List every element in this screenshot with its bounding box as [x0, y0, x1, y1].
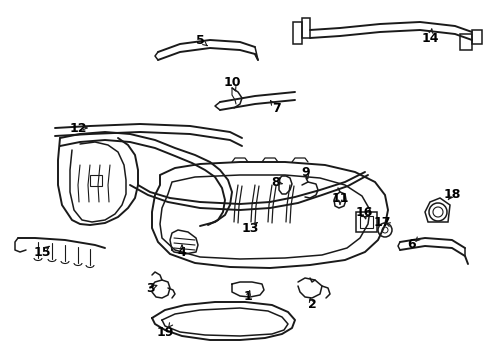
Text: 5: 5	[196, 33, 204, 46]
Text: 8: 8	[271, 175, 280, 189]
Text: 14: 14	[421, 31, 439, 45]
Text: 17: 17	[373, 216, 391, 229]
Text: 18: 18	[443, 189, 461, 202]
Text: 6: 6	[408, 238, 416, 252]
Text: 7: 7	[271, 102, 280, 114]
Text: 11: 11	[331, 192, 349, 204]
Text: 12: 12	[69, 122, 87, 135]
Text: 13: 13	[241, 221, 259, 234]
Text: 1: 1	[244, 291, 252, 303]
Text: 16: 16	[355, 206, 373, 219]
Text: 19: 19	[156, 325, 173, 338]
Text: 15: 15	[33, 246, 51, 258]
Text: 9: 9	[302, 166, 310, 179]
Text: 3: 3	[146, 282, 154, 294]
Text: 2: 2	[308, 298, 317, 311]
Text: 4: 4	[178, 246, 186, 258]
Text: 10: 10	[223, 76, 241, 89]
